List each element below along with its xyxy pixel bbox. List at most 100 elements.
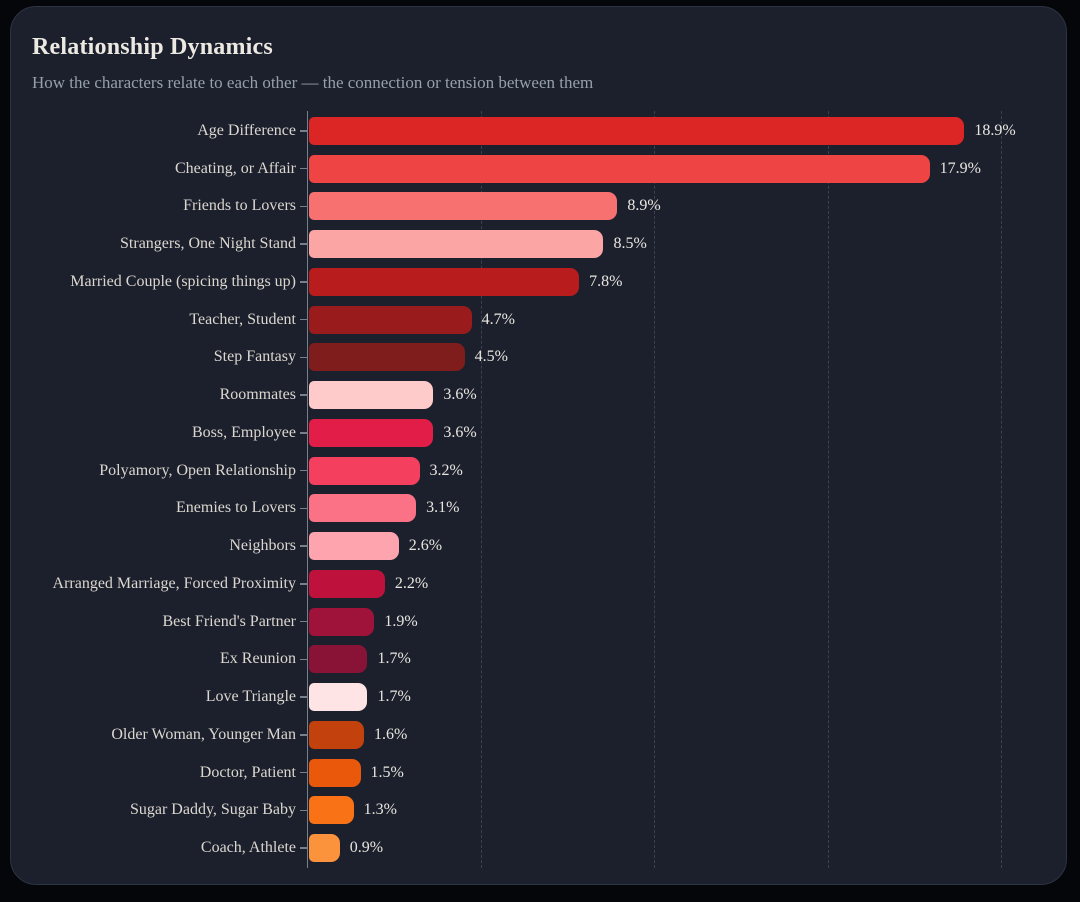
category-label: Age Difference [197,121,296,139]
axis-tick [300,734,307,736]
category-label-cell: Friends to Lovers [11,197,300,215]
y-axis-line [306,111,308,868]
bar-track: 8.9% [307,188,1066,226]
value-label: 8.5% [613,235,647,253]
category-label: Strangers, One Night Stand [120,235,296,253]
value-label: 4.5% [474,348,508,366]
bar-track: 0.9% [307,829,1066,867]
category-label-cell: Roommates [11,386,300,404]
chart-subtitle: How the characters relate to each other … [32,72,594,92]
category-label: Friends to Lovers [183,197,296,215]
value-label: 3.6% [443,423,477,441]
category-label-cell: Married Couple (spicing things up) [11,273,300,291]
bar-track: 3.6% [307,376,1066,414]
axis-tick [300,205,307,208]
bar-track: 1.6% [307,716,1066,754]
axis-tick [300,620,307,623]
chart-row: Teacher, Student 4.7% [11,301,1066,339]
value-label: 1.5% [370,763,404,781]
axis-tick [300,432,307,434]
chart-row: Ex Reunion 1.7% [11,641,1066,679]
chart-card: Relationship Dynamics How the characters… [10,6,1067,885]
value-label: 2.6% [408,537,443,555]
value-label: 1.7% [377,688,411,706]
axis-tick [300,545,307,547]
value-label: 1.3% [363,801,397,819]
bar-track: 1.7% [307,641,1066,679]
category-label-cell: Sugar Daddy, Sugar Baby [11,801,300,819]
value-label: 4.7% [481,310,515,328]
value-label: 3.2% [429,461,463,479]
category-label: Best Friend's Partner [162,612,296,630]
axis-tick [300,167,307,170]
category-label-cell: Cheating, or Affair [11,160,300,178]
category-label-cell: Age Difference [11,122,300,140]
bar [308,230,604,259]
value-label: 18.9% [974,121,1016,139]
category-label-cell: Enemies to Lovers [11,499,300,517]
category-label-cell: Strangers, One Night Stand [11,235,300,253]
chart-row: Roommates 3.6% [11,376,1066,414]
bar [308,683,368,712]
category-label-cell: Step Fantasy [11,348,300,366]
category-label: Doctor, Patient [199,763,296,781]
axis-tick [300,469,307,472]
bar-track: 8.5% [307,225,1066,263]
axis-tick [300,130,307,132]
chart-row: Friends to Lovers 8.9% [11,188,1066,226]
category-label-cell: Arranged Marriage, Forced Proximity [11,575,300,593]
bar [308,834,340,863]
value-label: 17.9% [939,159,981,177]
axis-tick [300,847,307,849]
category-label-cell: Love Triangle [11,688,300,706]
chart-row: Love Triangle 1.7% [11,678,1066,716]
bar-track: 1.7% [307,678,1066,716]
chart-row: Step Fantasy 4.5% [11,339,1066,377]
chart-row: Polyamory, Open Relationship 3.2% [11,452,1066,490]
axis-tick [300,318,307,321]
bar-track: 2.6% [307,527,1066,565]
gridline-20pct [1001,111,1002,868]
category-label-cell: Neighbors [11,537,300,555]
gridline-15pct [827,111,829,868]
chart-row: Age Difference 18.9% [11,112,1066,150]
bar-track: 17.9% [307,150,1066,188]
chart-row: Neighbors 2.6% [11,527,1066,565]
category-label: Roommates [219,386,296,404]
value-label: 0.9% [349,839,384,857]
axis-tick [300,507,307,510]
bar-rows: Age Difference 18.9% Cheating, or Affair 17… [11,112,1066,867]
bar [308,192,618,221]
category-label-cell: Older Woman, Younger Man [11,726,300,744]
category-label: Boss, Employee [192,423,296,441]
value-label: 8.9% [627,197,661,215]
chart-row: Older Woman, Younger Man 1.6% [11,716,1066,754]
category-label: Step Fantasy [213,348,296,366]
category-label-cell: Polyamory, Open Relationship [11,462,300,480]
value-label: 2.2% [394,574,429,592]
bar-track: 7.8% [307,263,1066,301]
chart-row: Coach, Athlete 0.9% [11,829,1066,867]
axis-tick [300,281,307,283]
category-label-cell: Coach, Athlete [11,839,300,857]
category-label: Neighbors [229,537,296,555]
bar-track: 3.1% [307,490,1066,528]
bar-track: 1.9% [307,603,1066,641]
axis-tick [300,356,307,359]
value-label: 1.9% [384,612,418,630]
bar [308,569,385,598]
chart-row: Enemies to Lovers 3.1% [11,490,1066,528]
bar [308,305,472,334]
bar [308,343,465,372]
category-label: Coach, Athlete [200,839,296,857]
axis-tick [300,658,307,661]
value-label: 1.6% [374,725,408,743]
gridline-5pct [480,111,482,868]
bar [308,381,434,410]
category-label: Teacher, Student [189,310,296,328]
bar [308,116,965,145]
category-label: Polyamory, Open Relationship [99,461,296,479]
bar-track: 2.2% [307,565,1066,603]
category-label-cell: Teacher, Student [11,311,300,329]
axis-tick [300,696,307,698]
